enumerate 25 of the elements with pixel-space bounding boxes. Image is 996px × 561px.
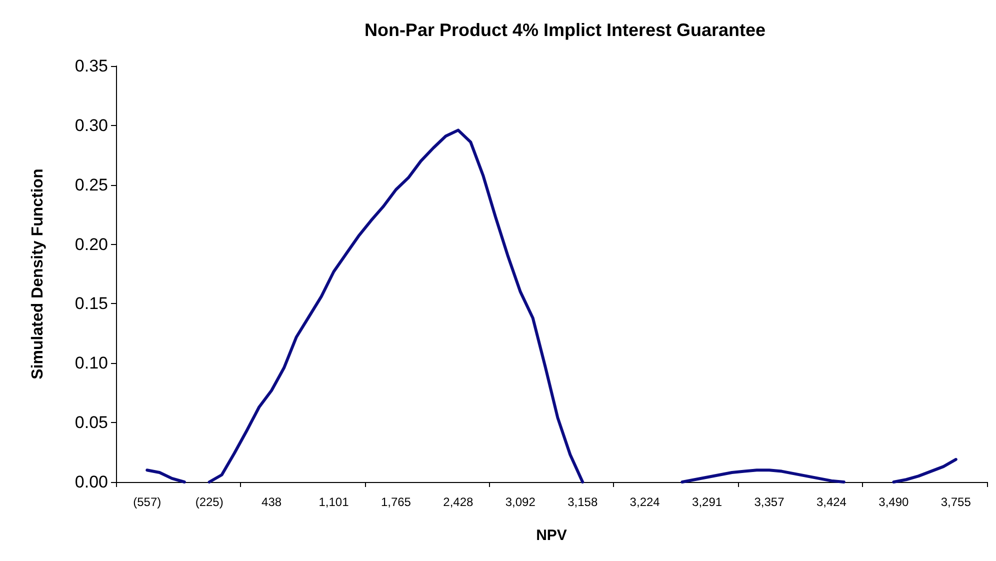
x-tick-label: 3,092: [505, 495, 536, 509]
x-axis-title: NPV: [536, 527, 567, 544]
x-tick-label: 3,291: [692, 495, 722, 509]
x-tick-label: 3,357: [754, 495, 785, 509]
x-tick-label: 3,755: [940, 495, 972, 509]
x-tick-label: 438: [262, 495, 282, 509]
x-tick-label: (225): [195, 495, 224, 509]
y-tick-label: 0.35: [74, 56, 108, 76]
x-tick-label: 3,490: [878, 495, 910, 509]
x-tick-label: 3,224: [630, 495, 660, 509]
x-tick-label: 3,424: [816, 495, 847, 509]
x-tick-label: 2,428: [443, 495, 474, 509]
x-tick-label: 1,101: [318, 495, 350, 509]
y-tick-label: 0.10: [74, 354, 108, 373]
chart-title: Non-Par Product 4% Implict Interest Guarantee: [364, 20, 766, 40]
y-tick-label: 0.05: [74, 413, 108, 432]
x-tick-label: 1,765: [380, 495, 412, 509]
y-tick-label: 0.00: [74, 472, 108, 492]
y-axis-title: Simulated Density Function: [30, 168, 46, 380]
x-tick-label: 3,158: [568, 495, 598, 509]
y-tick-label: 0.30: [74, 116, 108, 135]
y-tick-label: 0.20: [74, 234, 108, 254]
y-tick-label: 0.15: [74, 294, 108, 314]
x-tick-label: (557): [133, 495, 162, 509]
y-tick-label: 0.25: [74, 175, 108, 194]
